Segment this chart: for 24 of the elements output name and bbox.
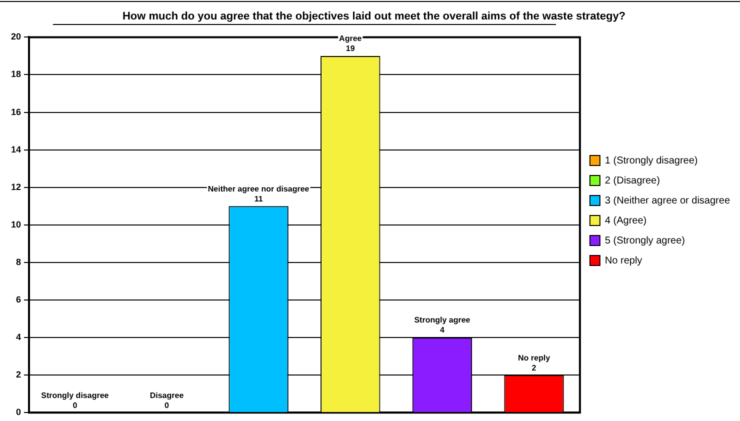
data-label: Disagree 0 [150, 390, 184, 410]
y-tick-label: 8 [16, 256, 22, 267]
legend-label: 1 (Strongly disagree) [604, 155, 698, 166]
chart-title: How much do you agree that the objectives laid out meet the overall aims of the waste strategy? [122, 10, 626, 23]
y-tick-label: 2 [16, 370, 22, 380]
y-tick-label: 6 [16, 294, 22, 304]
legend-label: 4 (Agree) [604, 215, 647, 226]
y-tick-label: 14 [10, 144, 22, 154]
data-label: Strongly disagree 0 [41, 390, 110, 410]
legend-label: No reply [604, 255, 642, 266]
data-label: Strongly agree 4 [414, 316, 471, 335]
y-tick-label: 4 [16, 332, 22, 342]
legend-label: 2 (Disagree) [604, 175, 660, 186]
data-label: Neither agree nor disagree 11 [208, 184, 310, 204]
data-label: Agree 19 [339, 34, 362, 54]
legend-label: 5 (Strongly agree) [604, 235, 685, 246]
y-tick-label: 16 [10, 106, 22, 117]
data-label: No reply 2 [518, 353, 551, 372]
y-tick-label: 0 [16, 407, 22, 418]
y-tick-label: 12 [10, 182, 22, 192]
y-tick-label: 10 [10, 219, 22, 230]
y-tick-label: 18 [10, 69, 22, 80]
legend-label: 3 (Neither agree or disagree [604, 195, 730, 206]
y-tick-label: 20 [10, 32, 22, 42]
